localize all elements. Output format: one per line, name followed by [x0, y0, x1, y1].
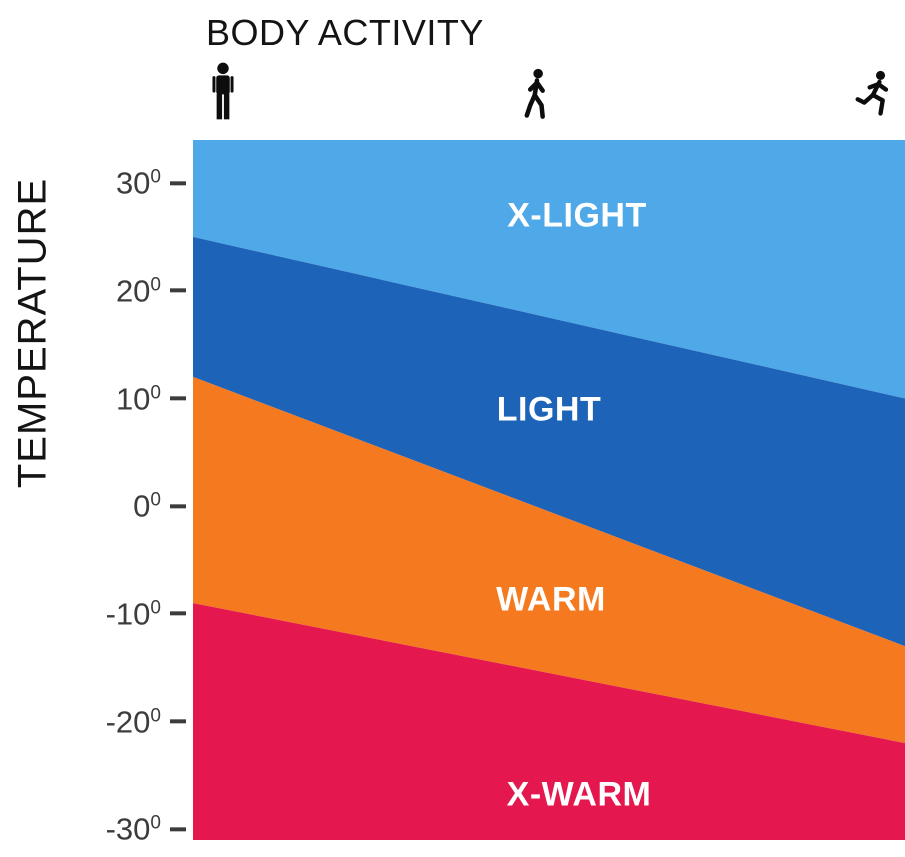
- y-tick-label: -200: [105, 704, 161, 740]
- y-tick-label: 200: [115, 273, 161, 309]
- y-tick-10: 100: [116, 383, 193, 414]
- band-label-warm: WARM: [496, 580, 606, 619]
- y-tick-0: 00: [133, 491, 193, 522]
- y-tick-mark: [170, 396, 186, 401]
- y-tick--20: -200: [106, 706, 193, 737]
- y-tick--10: -100: [105, 596, 193, 632]
- y-tick--30: -300: [106, 814, 193, 845]
- y-tick-30: 300: [115, 165, 193, 201]
- band-area-warm: [193, 376, 905, 744]
- y-tick-label: 00: [133, 488, 161, 524]
- y-tick-mark: [170, 504, 186, 509]
- running-person-icon: [855, 70, 893, 120]
- y-tick-20: 200: [115, 273, 193, 309]
- band-area-light: [193, 236, 905, 647]
- temperature-activity-bands: [193, 140, 905, 840]
- y-tick-mark: [170, 288, 186, 293]
- band-label-x-light: X-LIGHT: [507, 196, 647, 235]
- band-area-x-warm: [193, 603, 905, 840]
- band-area-x-light: [193, 140, 905, 399]
- x-axis-title: BODY ACTIVITY: [206, 12, 484, 53]
- y-tick-mark: [170, 181, 186, 186]
- y-tick-mark: [170, 611, 186, 616]
- walking-person-icon: [520, 68, 554, 120]
- chart-plot-area: X-LIGHT LIGHT WARM X-WARM: [193, 140, 905, 840]
- band-label-light: LIGHT: [496, 390, 602, 429]
- y-tick-label: -300: [105, 811, 161, 847]
- y-tick-label: 100: [115, 381, 161, 417]
- y-axis: 300 200 100 00 -100 -200 -300: [0, 140, 193, 845]
- y-tick-label: 300: [115, 165, 161, 201]
- standing-person-icon: [210, 62, 236, 120]
- y-tick-mark: [170, 719, 186, 724]
- band-label-x-warm: X-WARM: [506, 775, 652, 814]
- y-tick-mark: [170, 827, 186, 832]
- y-tick-label: -100: [105, 596, 161, 632]
